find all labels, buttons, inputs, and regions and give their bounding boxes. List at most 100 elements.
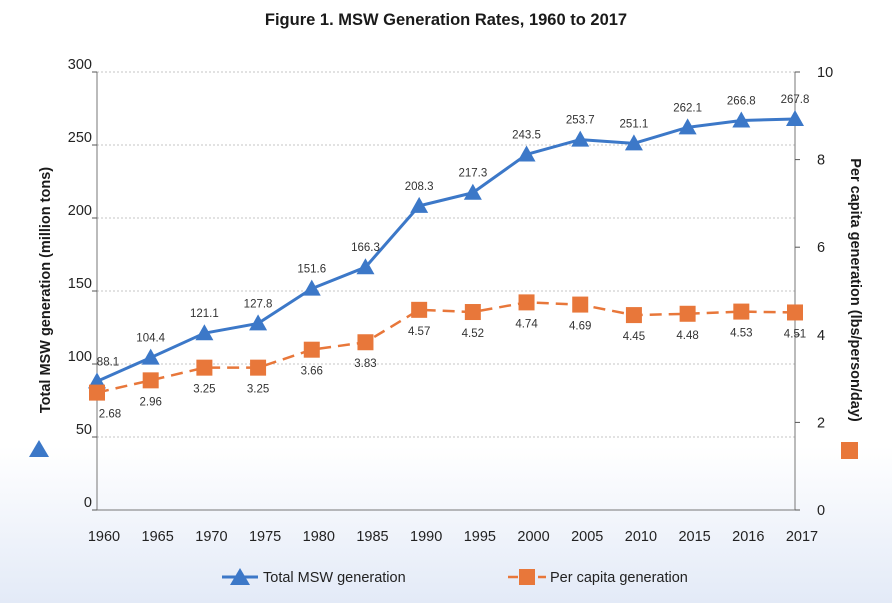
per-capita-data-label: 4.52: [462, 328, 484, 340]
per-capita-point: [679, 305, 696, 322]
per-capita-line: [96, 301, 796, 394]
total-msw-data-label: 251.1: [620, 118, 649, 130]
left-tick-label: 50: [76, 422, 92, 438]
per-capita-data-label: 4.48: [676, 330, 698, 342]
gridlines: [97, 71, 795, 438]
per-capita-data-label: 4.53: [730, 328, 752, 340]
x-tick-label: 2017: [786, 529, 818, 545]
total-msw-point: [195, 324, 214, 341]
total-msw-point: [88, 372, 106, 389]
series-markers: [88, 110, 804, 401]
per-capita-point: [142, 372, 159, 389]
right-tick-label: 6: [817, 240, 825, 256]
total-msw-point: [302, 279, 321, 296]
per-capita-point: [464, 304, 481, 321]
square-marker-icon: [519, 569, 535, 585]
x-tick-label: 1985: [356, 529, 388, 545]
x-tick-label: 1980: [303, 529, 335, 545]
triangle-marker-icon: [230, 568, 250, 585]
left-tick-label: 150: [68, 276, 92, 292]
x-tick-label: 1970: [195, 529, 227, 545]
total-msw-data-label: 262.1: [673, 102, 702, 114]
left-tick-label: 0: [84, 495, 92, 511]
x-tick-label: 2010: [625, 529, 657, 545]
per-capita-point: [89, 384, 105, 401]
x-tick-label: 1990: [410, 529, 442, 545]
left-tick-label: 200: [68, 203, 92, 219]
total-msw-data-label: 266.8: [727, 95, 756, 107]
per-capita-point: [357, 334, 374, 351]
right-tick-label: 4: [817, 328, 825, 344]
x-tick-label: 1995: [464, 529, 496, 545]
per-capita-point: [250, 359, 267, 376]
total-msw-point: [786, 110, 804, 127]
right-tick-label: 10: [817, 65, 833, 81]
chart-title: Figure 1. MSW Generation Rates, 1960 to …: [265, 11, 627, 29]
x-tick-label: 2005: [571, 529, 603, 545]
legend-label: Per capita generation: [550, 570, 688, 586]
x-tick-label: 2015: [678, 529, 710, 545]
per-capita-point: [572, 296, 589, 313]
total-msw-data-label: 253.7: [566, 115, 595, 127]
per-capita-data-label: 4.69: [569, 321, 591, 333]
per-capita-point: [625, 307, 642, 324]
x-tick-label: 1975: [249, 529, 281, 545]
per-capita-data-label: 2.68: [99, 409, 121, 421]
per-capita-point: [411, 301, 428, 318]
per-capita-point: [518, 294, 535, 311]
total-msw-point: [141, 348, 160, 365]
right-tick-label: 2: [817, 415, 825, 431]
x-tick-label: 2016: [732, 529, 764, 545]
total-msw-point: [517, 145, 536, 162]
left-axis-label: Total MSW generation (million tons): [38, 167, 54, 413]
total-msw-data-label: 121.1: [190, 308, 219, 320]
legend-label: Total MSW generation: [263, 570, 406, 586]
total-msw-point: [410, 196, 429, 213]
right-tick-label: 0: [817, 503, 825, 519]
legend-item-total-msw: Total MSW generation: [222, 568, 406, 586]
left-tick-label: 100: [68, 349, 92, 365]
x-tick-label: 1960: [88, 529, 120, 545]
right-axis-label: Per capita generation (lbs/person/day): [847, 158, 863, 422]
total-msw-data-label: 88.1: [97, 356, 119, 368]
per-capita-data-label: 3.25: [193, 384, 215, 396]
per-capita-data-label: 4.74: [515, 318, 538, 330]
right-tick-label: 8: [817, 153, 825, 169]
total-msw-line: [96, 117, 796, 383]
total-msw-point: [678, 118, 697, 135]
x-tick-label: 2000: [517, 529, 549, 545]
total-msw-data-label: 104.4: [136, 333, 165, 345]
total-msw-data-label: 267.8: [781, 94, 810, 106]
total-msw-point: [356, 258, 375, 275]
total-msw-data-label: 166.3: [351, 242, 380, 254]
total-msw-data-label: 151.6: [297, 264, 326, 276]
per-capita-data-label: 3.25: [247, 384, 269, 396]
legend: Total MSW generation Per capita generatio…: [222, 568, 688, 586]
per-capita-point: [787, 304, 803, 321]
per-capita-data-label: 3.83: [354, 358, 376, 370]
per-capita-data-label: 4.57: [408, 326, 430, 338]
right-axis-ticks: 0 2 4 6 8 10: [795, 65, 833, 519]
total-msw-point: [571, 130, 590, 147]
x-axis-ticks: 1960 1965 1970 1975 1980 1985 1990 1995 2000 2005…: [88, 529, 818, 545]
total-msw-data-label: 243.5: [512, 129, 541, 141]
total-msw-point: [249, 314, 268, 331]
total-msw-point: [624, 134, 643, 151]
triangle-marker-icon: [29, 440, 49, 457]
total-msw-point: [463, 183, 482, 200]
total-msw-point: [732, 111, 751, 128]
left-tick-label: 300: [68, 57, 92, 73]
total-msw-data-label: 217.3: [458, 168, 487, 180]
per-capita-point: [196, 359, 213, 376]
series-lines: [96, 117, 796, 394]
total-msw-data-label: 208.3: [405, 181, 434, 193]
per-capita-point: [303, 341, 320, 358]
per-capita-data-label: 3.66: [301, 366, 323, 378]
legend-item-per-capita: Per capita generation: [508, 569, 688, 586]
per-capita-data-label: 2.96: [139, 396, 161, 408]
x-tick-label: 1965: [142, 529, 174, 545]
data-labels: 88.1 104.4 121.1 127.8 151.6 166.3 208.3 217.3 2…: [97, 94, 810, 421]
per-capita-point: [733, 303, 750, 320]
square-marker-icon: [841, 442, 858, 459]
